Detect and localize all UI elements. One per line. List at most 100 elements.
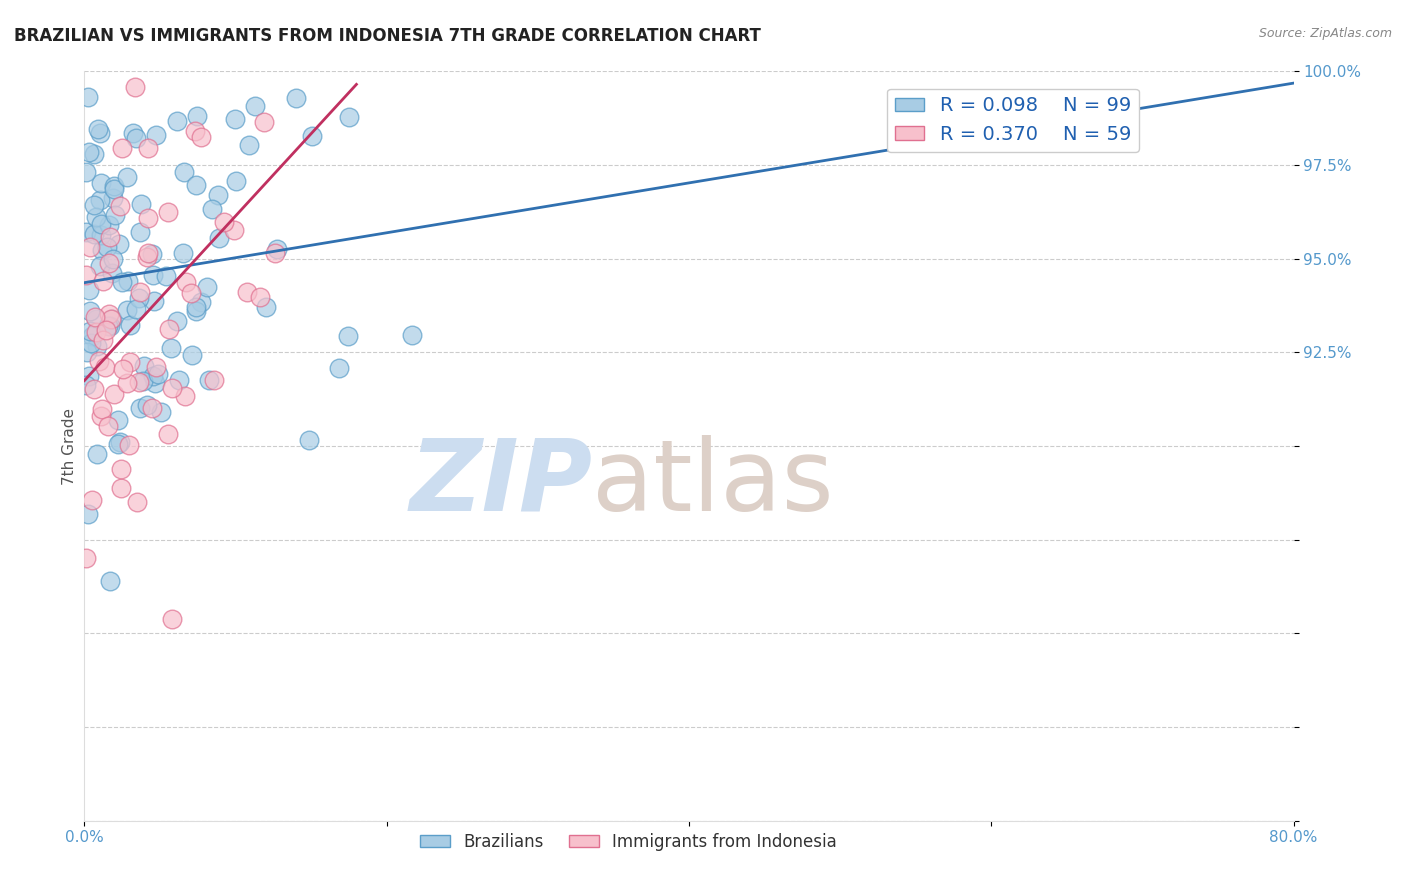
Point	[160, 612, 183, 626]
Point	[298, 433, 321, 447]
Point	[128, 285, 150, 299]
Point	[100, 318, 122, 333]
Point	[208, 231, 231, 245]
Point	[118, 355, 141, 369]
Point	[96, 323, 118, 337]
Point	[100, 311, 122, 326]
Y-axis label: 7th Grade: 7th Grade	[62, 408, 77, 484]
Point	[172, 53, 194, 67]
Point	[110, 199, 132, 213]
Point	[125, 131, 148, 145]
Point	[93, 359, 115, 374]
Point	[121, 126, 143, 140]
Point	[76, 345, 98, 359]
Point	[285, 90, 308, 104]
Point	[110, 461, 132, 475]
Point	[108, 434, 131, 449]
Text: ZIP: ZIP	[409, 435, 592, 532]
Point	[98, 218, 121, 232]
Point	[145, 360, 167, 375]
Point	[129, 197, 152, 211]
Point	[117, 274, 139, 288]
Point	[82, 328, 104, 343]
Point	[207, 187, 229, 202]
Point	[301, 128, 323, 143]
Point	[212, 215, 235, 229]
Point	[184, 124, 207, 138]
Point	[90, 176, 112, 190]
Point	[128, 292, 150, 306]
Point	[111, 361, 134, 376]
Point	[328, 360, 350, 375]
Point	[90, 409, 112, 423]
Point	[107, 413, 129, 427]
Point	[316, 53, 339, 67]
Point	[75, 268, 97, 282]
Point	[101, 252, 124, 266]
Point	[79, 145, 101, 159]
Point	[79, 283, 101, 297]
Point	[91, 333, 114, 347]
Point	[132, 375, 155, 389]
Point	[89, 353, 111, 368]
Point	[201, 202, 224, 217]
Point	[101, 266, 124, 280]
Point	[83, 198, 105, 212]
Point	[84, 211, 107, 225]
Point	[181, 348, 204, 362]
Point	[79, 303, 101, 318]
Point	[77, 369, 100, 384]
Point	[129, 225, 152, 239]
Point	[243, 98, 266, 112]
Point	[75, 164, 97, 178]
Point	[98, 230, 121, 244]
Point	[186, 303, 208, 318]
Point	[136, 246, 159, 260]
Point	[166, 114, 188, 128]
Point	[157, 322, 180, 336]
Point	[219, 53, 242, 67]
Point	[266, 242, 288, 256]
Point	[89, 260, 111, 274]
Point	[79, 324, 101, 338]
Point	[224, 112, 246, 127]
Point	[124, 80, 146, 95]
Point	[76, 90, 98, 104]
Point	[110, 481, 132, 495]
Point	[249, 290, 271, 304]
Point	[184, 300, 207, 314]
Point	[97, 255, 120, 269]
Point	[91, 244, 114, 258]
Point	[238, 137, 260, 152]
Point	[225, 174, 247, 188]
Point	[157, 205, 180, 219]
Point	[337, 110, 360, 124]
Point	[138, 211, 160, 225]
Point	[172, 246, 194, 260]
Point	[101, 191, 124, 205]
Point	[82, 492, 104, 507]
Point	[145, 128, 167, 142]
Legend: Brazilians, Immigrants from Indonesia: Brazilians, Immigrants from Indonesia	[413, 826, 844, 857]
Point	[128, 401, 150, 416]
Point	[146, 367, 169, 381]
Point	[75, 378, 97, 392]
Point	[115, 303, 138, 318]
Point	[401, 328, 423, 343]
Point	[90, 401, 112, 416]
Point	[157, 426, 180, 441]
Point	[204, 53, 226, 67]
Point	[136, 250, 159, 264]
Point	[97, 318, 120, 333]
Point	[180, 285, 202, 300]
Point	[84, 312, 107, 326]
Point	[79, 240, 101, 254]
Point	[80, 335, 103, 350]
Point	[191, 53, 214, 67]
Point	[236, 285, 259, 299]
Point	[104, 208, 127, 222]
Point	[173, 164, 195, 178]
Point	[142, 369, 165, 384]
Point	[195, 280, 218, 294]
Point	[84, 325, 107, 339]
